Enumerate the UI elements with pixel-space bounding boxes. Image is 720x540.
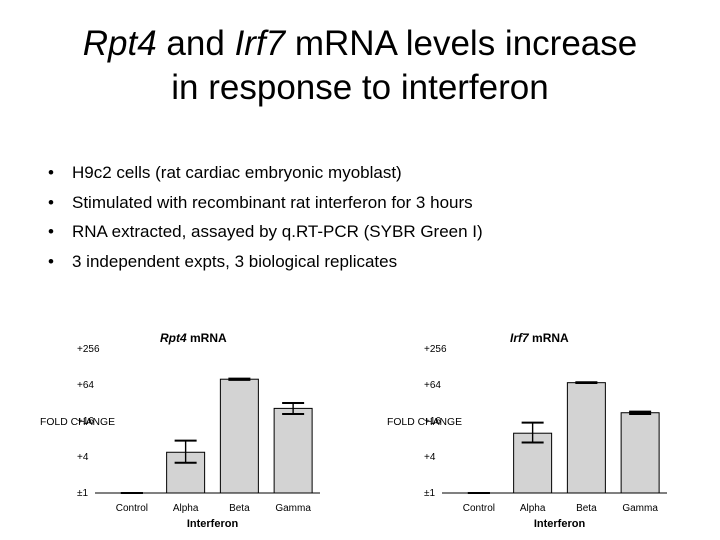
x-axis-title: Interferon xyxy=(534,518,586,530)
chart-title-suffix: mRNA xyxy=(528,331,569,345)
title-gene-2: Irf7 xyxy=(234,24,286,63)
x-axis-title: Interferon xyxy=(187,518,239,530)
y-tick-label: +256 xyxy=(424,344,447,355)
category-label: Control xyxy=(116,503,148,514)
title-and: and xyxy=(156,24,235,63)
category-label: Alpha xyxy=(173,503,199,514)
y-tick-label: +64 xyxy=(424,380,441,391)
category-label: Gamma xyxy=(622,503,658,514)
y-tick-label: +16 xyxy=(424,416,441,427)
category-label: Beta xyxy=(229,503,250,514)
chart-title: Rpt4 mRNA xyxy=(160,331,227,345)
category-label: Control xyxy=(463,503,495,514)
title-line-1: Rpt4 and Irf7 mRNA levels increase xyxy=(0,22,720,66)
bullet-text: 3 independent expts, 3 biological replic… xyxy=(72,251,398,271)
y-tick-label: +4 xyxy=(77,452,89,463)
title-gene-1: Rpt4 xyxy=(82,24,157,63)
category-label: Gamma xyxy=(275,503,311,514)
y-tick-label: +16 xyxy=(77,416,94,427)
y-tick-label: +256 xyxy=(77,344,100,355)
bullet-icon: • xyxy=(48,163,54,182)
y-tick-label: +4 xyxy=(424,452,436,463)
bullet-icon: • xyxy=(48,192,54,212)
slide-title: Rpt4 and Irf7 mRNA levels increase in re… xyxy=(0,22,720,110)
y-axis-label: FOLD CHANGE xyxy=(40,417,115,428)
y-tick-label: +64 xyxy=(77,380,94,391)
rpt4-chart: Rpt4 mRNA ±1 +4 +16 +64 +256 FOLD CHANGE Contr… xyxy=(35,325,345,540)
bullet-item: • Stimulated with recombinant rat interfe… xyxy=(48,188,483,218)
title-rest: mRNA levels increase xyxy=(285,24,638,63)
chart-title-gene: Rpt4 xyxy=(160,331,187,345)
y-tick-label: ±1 xyxy=(77,488,88,499)
chart-svg: ±1 +4 +16 +64 +256 FOLD CHANGE Control Alpha Bet… xyxy=(40,344,320,530)
y-axis-label: FOLD CHANGE xyxy=(387,417,462,428)
bullet-list: • H9c2 cells (rat cardiac embryonic myobl… xyxy=(48,158,483,276)
bullet-text: H9c2 cells (rat cardiac embryonic myobla… xyxy=(72,163,402,182)
bar xyxy=(219,378,259,494)
title-line-2: in response to interferon xyxy=(171,68,549,107)
bar xyxy=(620,412,660,494)
chart-title: Irf7 mRNA xyxy=(510,331,569,345)
category-label: Alpha xyxy=(520,503,546,514)
y-tick-label: ±1 xyxy=(424,488,435,499)
category-label: Beta xyxy=(576,503,597,514)
bar xyxy=(566,382,606,494)
bullet-text: RNA extracted, assayed by q.RT-PCR (SYBR… xyxy=(72,222,483,241)
bullet-item: • 3 independent expts, 3 biological repli… xyxy=(48,247,483,277)
chart-title-suffix: mRNA xyxy=(186,331,227,345)
bar xyxy=(273,407,313,494)
irf7-chart: Irf7 mRNA ±1 +4 +16 +64 +256 FOLD CHANGE Contr… xyxy=(382,325,692,540)
bullet-item: • H9c2 cells (rat cardiac embryonic myobl… xyxy=(48,158,483,188)
bullet-icon: • xyxy=(48,251,54,271)
bullet-text: Stimulated with recombinant rat interfer… xyxy=(72,192,473,212)
chart-title-gene: Irf7 xyxy=(510,331,529,345)
chart-svg: ±1 +4 +16 +64 +256 FOLD CHANGE Control Alpha Bet… xyxy=(387,344,667,530)
bullet-item: • RNA extracted, assayed by q.RT-PCR (SYB… xyxy=(48,217,483,247)
bullet-icon: • xyxy=(48,222,54,241)
